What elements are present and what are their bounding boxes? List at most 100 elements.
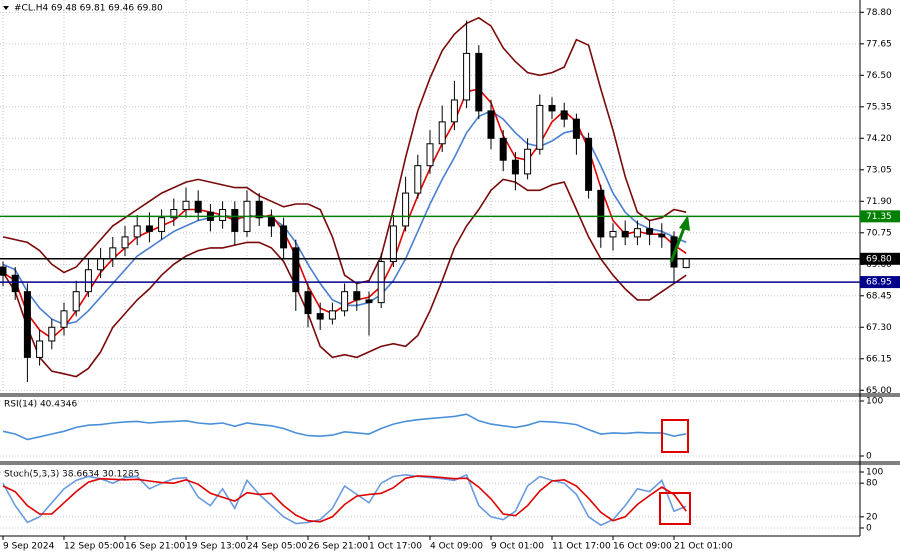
y-tick-label: 73.05: [866, 165, 892, 175]
candle-body: [487, 110, 495, 139]
candle-body: [463, 52, 471, 101]
candle-body: [72, 291, 80, 312]
x-tick-label: 16 Sep 21:00: [125, 542, 185, 552]
y-tick-label: 0: [866, 524, 872, 534]
y-tick-label: 78.80: [866, 8, 892, 18]
menu-triangle: [3, 6, 9, 10]
candle-body: [231, 209, 239, 232]
candle-body: [292, 247, 300, 293]
price-label: 71.35: [866, 212, 892, 222]
indicator-line: [2, 473, 687, 527]
candle-body: [572, 118, 580, 139]
candle-body: [646, 228, 654, 235]
y-tick-label: 0: [866, 452, 872, 462]
x-tick-label: 1 Oct 17:00: [369, 542, 422, 552]
candle-body: [48, 326, 56, 342]
x-tick-label: 26 Sep 21:00: [308, 542, 368, 552]
candle-body: [621, 230, 629, 238]
y-tick-label: 100: [866, 468, 883, 478]
candle-body: [109, 247, 117, 260]
candle-body: [475, 52, 483, 112]
y-tick-label: 77.65: [866, 39, 892, 49]
candle-body: [426, 143, 434, 167]
x-tick-label: 16 Oct 09:00: [613, 542, 672, 552]
candle-body: [280, 225, 288, 249]
highlight-box: [659, 492, 691, 525]
x-tick-label: 24 Sep 05:00: [247, 542, 307, 552]
candle-body: [511, 159, 519, 175]
indicator-line: [2, 413, 687, 441]
y-tick-label: 80: [866, 479, 878, 489]
candle-body: [158, 217, 166, 232]
indicator-line: [2, 178, 687, 378]
candle-body: [145, 225, 153, 232]
price-label-box: [860, 252, 900, 265]
candle-body: [609, 230, 617, 238]
highlight-box: [661, 419, 689, 453]
candle-body: [560, 110, 568, 120]
y-tick-label: 75.35: [866, 102, 892, 112]
candle-body: [499, 137, 507, 161]
indicator-line: [2, 475, 687, 523]
candle-body: [682, 258, 690, 269]
candle-body: [194, 200, 202, 213]
candle-body: [11, 274, 19, 293]
y-tick-label: 20: [866, 512, 878, 522]
candle-body: [365, 299, 373, 304]
x-tick-label: 21 Oct 01:00: [674, 542, 733, 552]
chart-title: #CL.H4 69.48 69.81 69.46 69.80: [14, 4, 163, 14]
candle-body: [23, 291, 31, 358]
x-tick-label: 4 Oct 09:00: [430, 542, 483, 552]
y-tick-label: 66.15: [866, 354, 892, 364]
y-tick-label: 71.90: [866, 197, 892, 207]
candle-body: [548, 104, 556, 112]
candle-body: [255, 200, 263, 219]
arrow-shaft: [669, 227, 686, 263]
candle-body: [536, 104, 544, 150]
candle-body: [353, 291, 361, 301]
candle-body: [402, 192, 410, 227]
stoch-title: Stoch(5,3,3) 38.6634 30.1285: [4, 470, 139, 480]
candle-body: [182, 200, 190, 211]
candle-body: [633, 228, 641, 238]
candle-body: [36, 340, 44, 358]
y-tick-label: 67.30: [866, 323, 892, 333]
candle-body: [219, 209, 227, 221]
x-tick-label: 9 Oct 01:00: [491, 542, 544, 552]
price-label: 69.80: [866, 254, 892, 264]
x-tick-label: 19 Sep 13:00: [186, 542, 246, 552]
y-tick-label: 74.20: [866, 134, 892, 144]
price-label-box: [860, 210, 900, 223]
arrow-head: [679, 215, 690, 231]
candle-body: [121, 236, 129, 249]
candle-body: [585, 137, 593, 191]
candle-body: [389, 225, 397, 263]
y-tick-label: 65.00: [866, 386, 892, 396]
candle-body: [414, 165, 422, 194]
price-label-box: [860, 276, 900, 289]
candle-body: [438, 121, 446, 145]
x-tick-label: 12 Sep 05:00: [64, 542, 124, 552]
y-tick-label: 100: [866, 397, 883, 407]
candle-body: [316, 313, 324, 320]
candle-body: [341, 291, 349, 312]
y-tick-label: 76.50: [866, 71, 892, 81]
candle-body: [170, 209, 178, 219]
y-tick-label: 70.75: [866, 228, 892, 238]
candle-body: [328, 310, 336, 320]
x-tick-label: 11 Oct 17:00: [552, 542, 611, 552]
price-label: 68.95: [866, 278, 892, 288]
rsi-title: RSI(14) 40.4346: [4, 400, 77, 410]
candle-body: [524, 148, 532, 175]
candle-body: [597, 189, 605, 238]
candle-body: [450, 99, 458, 123]
candle-body: [97, 258, 105, 271]
candle-body: [658, 233, 666, 238]
candle-body: [267, 217, 275, 227]
indicator-line: [2, 16, 687, 285]
x-tick-label: 9 Sep 2024: [3, 542, 55, 552]
candle-body: [0, 266, 7, 276]
